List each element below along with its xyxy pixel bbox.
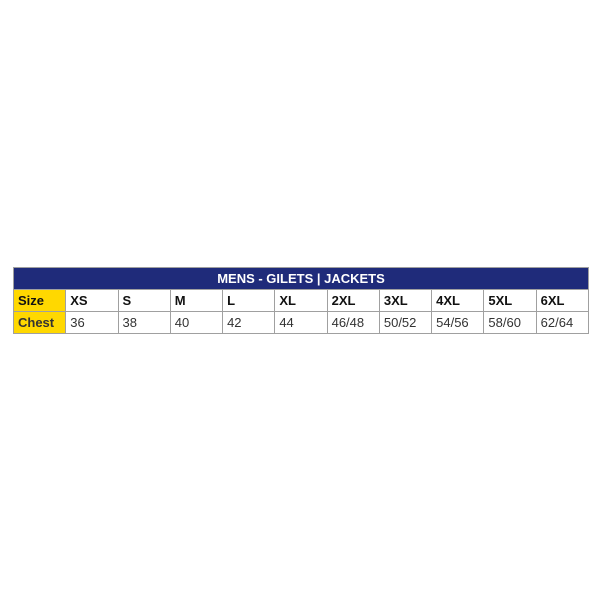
table-cell: 50/52 <box>378 311 433 334</box>
row-label-chest: Chest <box>12 311 67 334</box>
table-cell: S <box>117 289 171 312</box>
size-row: Size XS S M L XL 2XL 3XL 4XL 5XL 6XL <box>12 289 590 312</box>
table-cell: 36 <box>65 311 119 334</box>
table-cell: 2XL <box>326 289 380 312</box>
table-cell: 46/48 <box>326 311 380 334</box>
table-cell: 62/64 <box>535 311 590 334</box>
table-title: MENS - GILETS | JACKETS <box>13 267 589 290</box>
row-label-size: Size <box>12 289 67 312</box>
size-chart-table: MENS - GILETS | JACKETS Size XS S M L XL 2XL 3… <box>12 267 590 334</box>
table-cell: L <box>222 289 276 312</box>
table-cell: XS <box>65 289 119 312</box>
table-cell: 40 <box>169 311 224 334</box>
table-cell: M <box>169 289 224 312</box>
table-cell: 58/60 <box>483 311 537 334</box>
table-cell: 6XL <box>535 289 590 312</box>
table-cell: XL <box>274 289 328 312</box>
table-cell: 54/56 <box>431 311 485 334</box>
table-cell: 38 <box>117 311 171 334</box>
table-cell: 42 <box>222 311 276 334</box>
table-cell: 44 <box>274 311 328 334</box>
chest-row: Chest 36 38 40 42 44 46/48 50/52 54/56 58/60 62/6… <box>12 311 590 334</box>
table-cell: 5XL <box>483 289 537 312</box>
table-cell: 4XL <box>431 289 485 312</box>
table-cell: 3XL <box>378 289 433 312</box>
